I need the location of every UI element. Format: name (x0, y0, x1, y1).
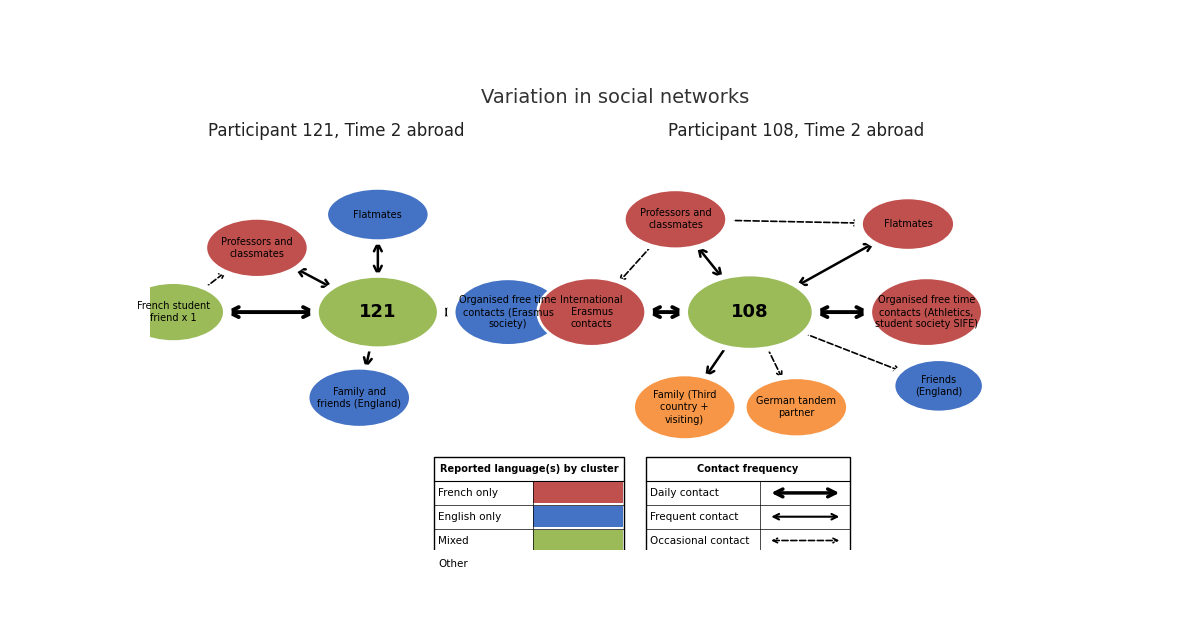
Text: Frequent contact: Frequent contact (650, 512, 739, 522)
Ellipse shape (634, 375, 736, 439)
Text: Occasional contact: Occasional contact (650, 536, 750, 546)
FancyArrowPatch shape (298, 269, 330, 287)
Ellipse shape (680, 272, 820, 352)
Ellipse shape (122, 282, 224, 342)
Text: French only: French only (438, 488, 498, 498)
Text: Family (Third
country +
visiting): Family (Third country + visiting) (653, 390, 716, 425)
Ellipse shape (854, 195, 961, 253)
FancyArrowPatch shape (726, 220, 859, 226)
Text: Professors and
classmates: Professors and classmates (221, 237, 293, 259)
Text: Professors and
classmates: Professors and classmates (640, 208, 712, 231)
Ellipse shape (308, 368, 410, 427)
Text: Other: Other (438, 559, 468, 569)
Text: Organised free time
contacts (Athletics,
student society SIFE): Organised free time contacts (Athletics,… (875, 295, 978, 329)
Bar (533, 483, 623, 504)
Ellipse shape (624, 190, 726, 249)
Ellipse shape (864, 274, 989, 350)
Bar (433, 457, 624, 576)
Bar (533, 554, 623, 575)
Text: 108: 108 (731, 303, 769, 321)
Text: Family and
friends (England): Family and friends (England) (317, 386, 401, 409)
Ellipse shape (301, 365, 416, 431)
FancyArrowPatch shape (707, 347, 726, 375)
Ellipse shape (326, 188, 430, 241)
Text: German tandem
partner: German tandem partner (756, 396, 836, 418)
Text: Organised free time
contacts (Erasmus
society): Organised free time contacts (Erasmus so… (460, 295, 557, 329)
Text: 121: 121 (359, 303, 396, 321)
Text: Variation in social networks: Variation in social networks (481, 88, 749, 108)
FancyArrowPatch shape (204, 273, 224, 289)
FancyArrowPatch shape (229, 307, 313, 317)
FancyArrowPatch shape (803, 332, 900, 371)
Ellipse shape (206, 218, 308, 277)
FancyArrowPatch shape (650, 307, 683, 317)
FancyArrowPatch shape (439, 307, 452, 317)
FancyArrowPatch shape (798, 244, 872, 285)
FancyArrowPatch shape (774, 514, 836, 520)
Ellipse shape (888, 357, 990, 415)
Ellipse shape (686, 275, 814, 349)
Ellipse shape (739, 375, 854, 440)
FancyArrowPatch shape (767, 348, 781, 377)
Text: Participant 121, Time 2 abroad: Participant 121, Time 2 abroad (208, 122, 464, 140)
Bar (646, 457, 851, 552)
Ellipse shape (199, 215, 314, 281)
FancyArrowPatch shape (620, 245, 652, 281)
FancyArrowPatch shape (817, 307, 866, 317)
Bar (533, 506, 623, 527)
Ellipse shape (538, 278, 646, 346)
FancyArrowPatch shape (775, 489, 835, 497)
Ellipse shape (311, 273, 445, 351)
Text: Contact frequency: Contact frequency (697, 464, 799, 474)
Ellipse shape (745, 378, 847, 437)
FancyArrowPatch shape (374, 243, 382, 274)
Ellipse shape (115, 279, 230, 345)
Ellipse shape (894, 360, 983, 412)
Text: Flatmates: Flatmates (354, 210, 402, 219)
Ellipse shape (448, 276, 569, 349)
Ellipse shape (871, 278, 983, 346)
Text: Friends
(England): Friends (England) (916, 375, 962, 397)
Ellipse shape (618, 187, 733, 252)
Ellipse shape (454, 279, 562, 345)
Ellipse shape (862, 198, 954, 250)
FancyArrowPatch shape (773, 538, 838, 543)
Text: Mixed: Mixed (438, 536, 469, 546)
Ellipse shape (318, 276, 438, 348)
Ellipse shape (532, 274, 653, 350)
Ellipse shape (320, 185, 436, 244)
Text: French student
friend x 1: French student friend x 1 (137, 301, 210, 323)
Text: Flatmates: Flatmates (883, 219, 932, 229)
Text: Daily contact: Daily contact (650, 488, 719, 498)
Text: Reported language(s) by cluster: Reported language(s) by cluster (439, 464, 618, 474)
Bar (533, 530, 623, 551)
Text: International
Erasmus
contacts: International Erasmus contacts (560, 295, 623, 329)
FancyArrowPatch shape (698, 248, 721, 276)
Text: English only: English only (438, 512, 502, 522)
Ellipse shape (628, 371, 743, 443)
FancyArrowPatch shape (364, 347, 372, 366)
Text: Participant 108, Time 2 abroad: Participant 108, Time 2 abroad (668, 122, 924, 140)
